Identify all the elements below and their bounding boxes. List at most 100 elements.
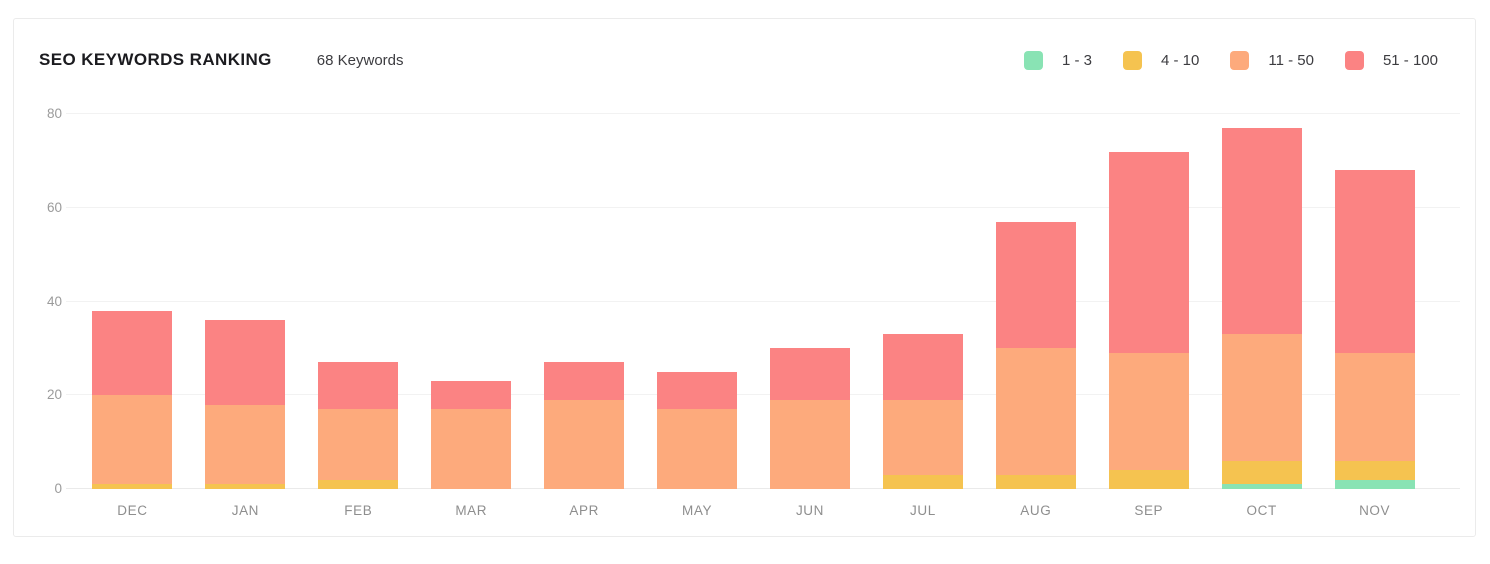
bar-slot-sep (1092, 114, 1205, 489)
bar-segment-11-50[interactable] (1334, 353, 1415, 461)
page-title: SEO KEYWORDS RANKING (39, 50, 272, 69)
bar-oct[interactable] (1221, 128, 1302, 489)
card-header: SEO KEYWORDS RANKING 68 Keywords 1 - 3 4 … (39, 45, 1438, 75)
bar-slot-may (641, 114, 754, 489)
bar-jan[interactable] (205, 320, 286, 489)
bar-aug[interactable] (995, 221, 1076, 489)
bar-nov[interactable] (1334, 170, 1415, 489)
bar-segment-4-10[interactable] (205, 484, 286, 489)
legend-label: 11 - 50 (1268, 51, 1314, 69)
bar-apr[interactable] (544, 362, 625, 489)
bar-segment-11-50[interactable] (995, 348, 1076, 475)
bar-segment-1-3[interactable] (1221, 484, 1302, 489)
bar-segment-4-10[interactable] (92, 484, 173, 489)
bar-segment-11-50[interactable] (1108, 353, 1189, 471)
bar-slot-dec (76, 114, 189, 489)
bar-segment-11-50[interactable] (431, 409, 512, 489)
bar-slot-apr (528, 114, 641, 489)
bar-slot-feb (302, 114, 415, 489)
x-axis-label: FEB (344, 503, 373, 518)
bar-segment-51-100[interactable] (544, 362, 625, 400)
legend-label: 4 - 10 (1161, 51, 1200, 69)
legend-swatch-icon (1023, 50, 1043, 70)
keywords-count: 68 Keywords (316, 51, 404, 69)
bars-container (76, 114, 1431, 489)
bar-slot-nov (1318, 114, 1431, 489)
bar-slot-mar (415, 114, 528, 489)
bar-segment-51-100[interactable] (431, 381, 512, 410)
gridline-40 (66, 300, 1460, 302)
x-axis-label: JAN (231, 503, 260, 518)
legend-item-51-100[interactable]: 51 - 100 (1344, 50, 1438, 70)
bar-slot-aug (979, 114, 1092, 489)
bar-segment-11-50[interactable] (205, 404, 286, 485)
bar-sep[interactable] (1108, 151, 1189, 489)
legend-swatch-icon (1344, 50, 1364, 70)
y-axis-label: 60 (46, 199, 62, 215)
bar-segment-51-100[interactable] (1108, 151, 1189, 354)
bar-segment-51-100[interactable] (995, 221, 1076, 349)
legend-swatch-icon (1123, 50, 1142, 70)
bar-segment-4-10[interactable] (995, 474, 1076, 489)
x-axis-label: JUN (795, 503, 825, 518)
x-axis-labels: DEC JAN FEB MAR APR MAY JUN JUL AUG SEP OCT NOV (76, 503, 1431, 518)
y-axis-label: 40 (46, 293, 62, 309)
bar-segment-11-50[interactable] (544, 399, 625, 489)
x-axis-label: SEP (1134, 503, 1164, 518)
x-axis-label: JUL (910, 503, 936, 518)
legend-label: 1 - 3 (1061, 51, 1092, 69)
legend-item-4-10[interactable]: 4 - 10 (1123, 50, 1200, 70)
bar-segment-4-10[interactable] (318, 479, 399, 489)
bar-segment-51-100[interactable] (1334, 170, 1415, 354)
gridline-60 (66, 206, 1460, 208)
bar-slot-oct (1205, 114, 1318, 489)
legend-swatch-icon (1230, 50, 1250, 70)
bar-slot-jun (754, 114, 867, 489)
bar-segment-11-50[interactable] (318, 409, 399, 480)
x-axis-label: MAY (682, 503, 713, 518)
bar-segment-11-50[interactable] (657, 409, 738, 489)
y-axis-label: 0 (54, 481, 62, 496)
gridline-0 (66, 488, 1460, 489)
bar-jul[interactable] (882, 334, 963, 489)
y-axis-label: 80 (46, 106, 62, 121)
bar-jun[interactable] (769, 348, 850, 489)
gridline-80 (66, 113, 1460, 114)
bar-segment-11-50[interactable] (1221, 334, 1302, 461)
legend-label: 51 - 100 (1382, 51, 1438, 69)
y-axis-label: 20 (46, 387, 62, 403)
bar-segment-51-100[interactable] (769, 348, 850, 400)
seo-keywords-ranking-card: SEO KEYWORDS RANKING 68 Keywords 1 - 3 4 … (13, 18, 1476, 537)
bar-segment-4-10[interactable] (1221, 460, 1302, 485)
bar-segment-11-50[interactable] (882, 399, 963, 475)
x-axis-label: APR (569, 503, 599, 518)
legend-item-1-3[interactable]: 1 - 3 (1023, 50, 1092, 70)
x-axis-label: AUG (1020, 503, 1052, 518)
bar-may[interactable] (657, 371, 738, 489)
bar-segment-51-100[interactable] (657, 371, 738, 410)
x-axis-label: MAR (455, 503, 488, 518)
chart-plot-area: 0 20 40 60 80 DEC JAN FEB MAR APR MAY JUN JUL AUG SEP O… (14, 106, 1475, 518)
bar-segment-51-100[interactable] (92, 310, 173, 396)
bar-segment-4-10[interactable] (1334, 460, 1415, 480)
bar-segment-4-10[interactable] (882, 474, 963, 489)
bar-dec[interactable] (92, 310, 173, 489)
bar-slot-jan (189, 114, 302, 489)
bar-segment-51-100[interactable] (205, 320, 286, 405)
legend-item-11-50[interactable]: 11 - 50 (1230, 50, 1314, 70)
bar-segment-1-3[interactable] (1334, 479, 1415, 489)
bar-segment-51-100[interactable] (318, 362, 399, 410)
legend: 1 - 3 4 - 10 11 - 50 51 - 100 (1023, 50, 1438, 70)
bar-segment-51-100[interactable] (1221, 128, 1302, 335)
bar-slot-jul (866, 114, 979, 489)
bar-segment-51-100[interactable] (882, 334, 963, 400)
gridline-20 (66, 394, 1460, 396)
bar-segment-4-10[interactable] (1108, 470, 1189, 489)
bar-feb[interactable] (318, 362, 399, 489)
bar-segment-11-50[interactable] (92, 395, 173, 485)
x-axis-label: NOV (1359, 503, 1391, 518)
x-axis-label: OCT (1246, 503, 1277, 518)
x-axis-label: DEC (117, 503, 148, 518)
bar-mar[interactable] (431, 381, 512, 489)
bar-segment-11-50[interactable] (769, 399, 850, 489)
